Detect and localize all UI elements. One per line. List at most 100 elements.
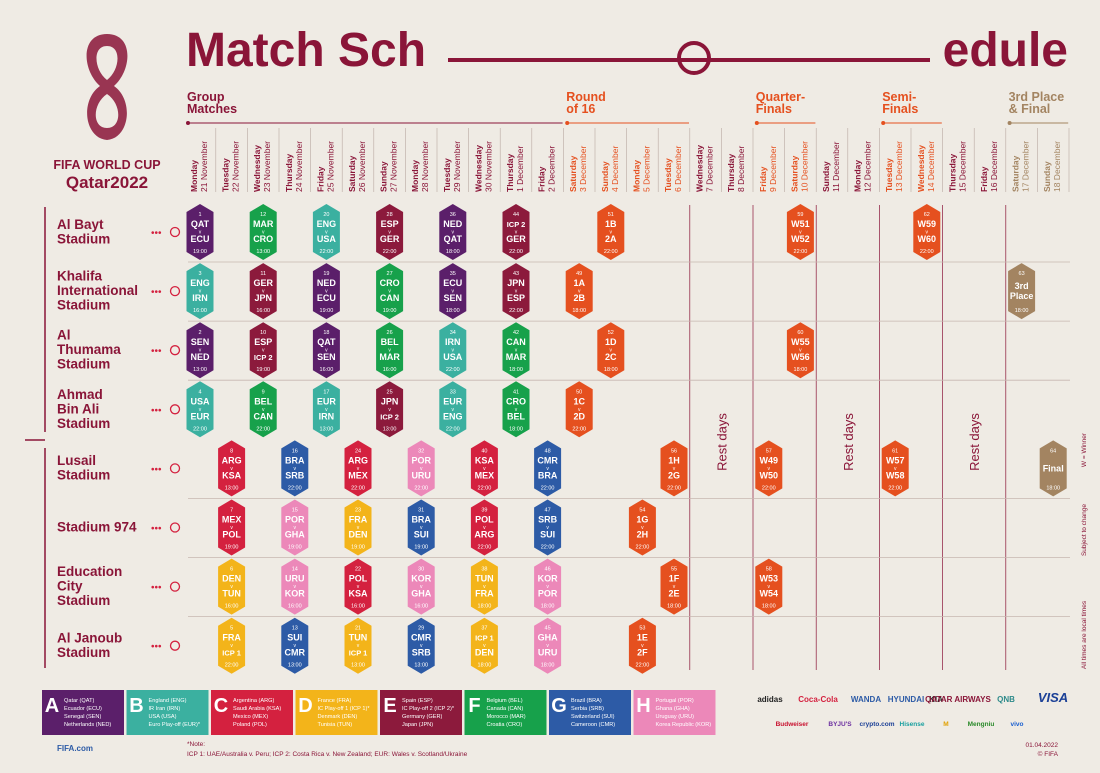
rest-days-label: Rest days <box>841 413 856 471</box>
date: 1 December <box>515 146 525 192</box>
group-team: Ecuador (ECU) <box>64 706 102 712</box>
match-number: 53 <box>639 626 645 632</box>
versus: v <box>546 584 549 590</box>
team-home: FRA <box>222 633 241 643</box>
stadium-icon <box>169 581 181 592</box>
team-away: MAR <box>379 352 400 362</box>
group-letter: C <box>214 695 228 717</box>
match-hexagon <box>1008 263 1036 320</box>
group-letter: D <box>298 695 312 717</box>
team-home: ENG <box>317 219 337 229</box>
match-time: 18:00 <box>1046 485 1060 491</box>
team-home: 1C <box>573 396 585 406</box>
versus: v <box>294 584 297 590</box>
versus: v <box>799 230 802 236</box>
versus: v <box>483 584 486 590</box>
match-time: 19:00 <box>225 545 239 551</box>
versus: v <box>388 289 391 295</box>
team-away: W52 <box>791 234 810 244</box>
stage-label: Finals <box>756 102 792 116</box>
match-number: 25 <box>387 389 393 395</box>
team-home: DEN <box>222 574 241 584</box>
versus: v <box>641 525 644 531</box>
versus: v <box>768 584 771 590</box>
match-number: 4 <box>198 389 201 395</box>
group-box <box>633 690 716 735</box>
stadium-name: Stadium <box>57 231 110 246</box>
versus: v <box>483 466 486 472</box>
team-away: DEN <box>348 530 367 540</box>
match-hexagon <box>439 263 467 320</box>
match-number: 36 <box>450 212 456 218</box>
match-time: 22:00 <box>256 426 270 432</box>
match-hexagon <box>249 322 277 379</box>
versus: v <box>230 525 233 531</box>
match-hexagon <box>502 204 530 260</box>
team-home: MAR <box>253 219 274 229</box>
stage-label: Matches <box>187 102 237 116</box>
match-number: 13 <box>292 626 298 632</box>
date: 18 December <box>1052 141 1062 192</box>
versus: v <box>357 525 360 531</box>
versus: v <box>294 466 297 472</box>
match-time: 22:00 <box>478 545 492 551</box>
team-home: 1D <box>605 337 617 347</box>
date: 8 December <box>736 146 746 192</box>
stadium-name: Stadium <box>57 357 110 372</box>
sponsor-logo: BYJU'S <box>828 721 852 728</box>
match-time: 13:00 <box>320 426 334 432</box>
match-number: 37 <box>481 626 487 632</box>
group-team: Ghana (GHA) <box>656 706 690 712</box>
match-hexagon <box>281 440 309 497</box>
team-away: W56 <box>791 352 810 362</box>
team-home: BRA <box>285 455 305 465</box>
team-away: 2H <box>637 530 649 540</box>
group-team: Euro Play-off (EUR)* <box>149 722 201 728</box>
team-home: CMR <box>411 633 432 643</box>
match-number: 33 <box>450 389 456 395</box>
footer-copyright: © FIFA <box>1038 750 1059 758</box>
weekday: Thursday <box>505 153 515 192</box>
sponsor-logo: adidas <box>757 695 783 704</box>
team-home: W51 <box>791 219 810 229</box>
team-away: CAN <box>380 293 400 303</box>
stage-label: Round <box>566 90 606 104</box>
group-team: Brazil (BRA) <box>571 698 602 704</box>
match-time: 19:00 <box>320 308 334 314</box>
team-home: BEL <box>381 337 400 347</box>
match-hexagon <box>565 381 593 438</box>
weekday: Wednesday <box>473 145 483 192</box>
date: 29 November <box>452 141 462 192</box>
sponsor-logo: KIA <box>929 695 943 704</box>
team-home: W55 <box>791 337 810 347</box>
match-number: 3 <box>198 271 201 277</box>
stadium-bracket <box>25 207 46 668</box>
stage-label: & Final <box>1009 102 1051 116</box>
match-number: 19 <box>323 271 329 277</box>
date: 26 November <box>357 141 367 192</box>
stadium-name: Khalifa <box>57 269 103 284</box>
match-hexagon <box>218 558 246 615</box>
match-number: 10 <box>260 330 266 336</box>
match-number: 32 <box>418 448 424 454</box>
match-time: 18:00 <box>509 367 523 373</box>
match-hexagon <box>755 440 783 497</box>
group-team: Korea Republic (KOR) <box>656 722 712 728</box>
stadium-name: Stadium <box>57 468 110 483</box>
group-letter: G <box>551 695 567 717</box>
match-number: 2 <box>198 330 201 336</box>
team-away: KSA <box>222 470 242 480</box>
team-home: BRA <box>411 515 431 525</box>
weekday: Thursday <box>284 153 294 192</box>
stadium-name: Stadium <box>57 593 110 608</box>
sponsor-logo: QNB <box>997 695 1015 704</box>
match-number: 61 <box>892 448 898 454</box>
